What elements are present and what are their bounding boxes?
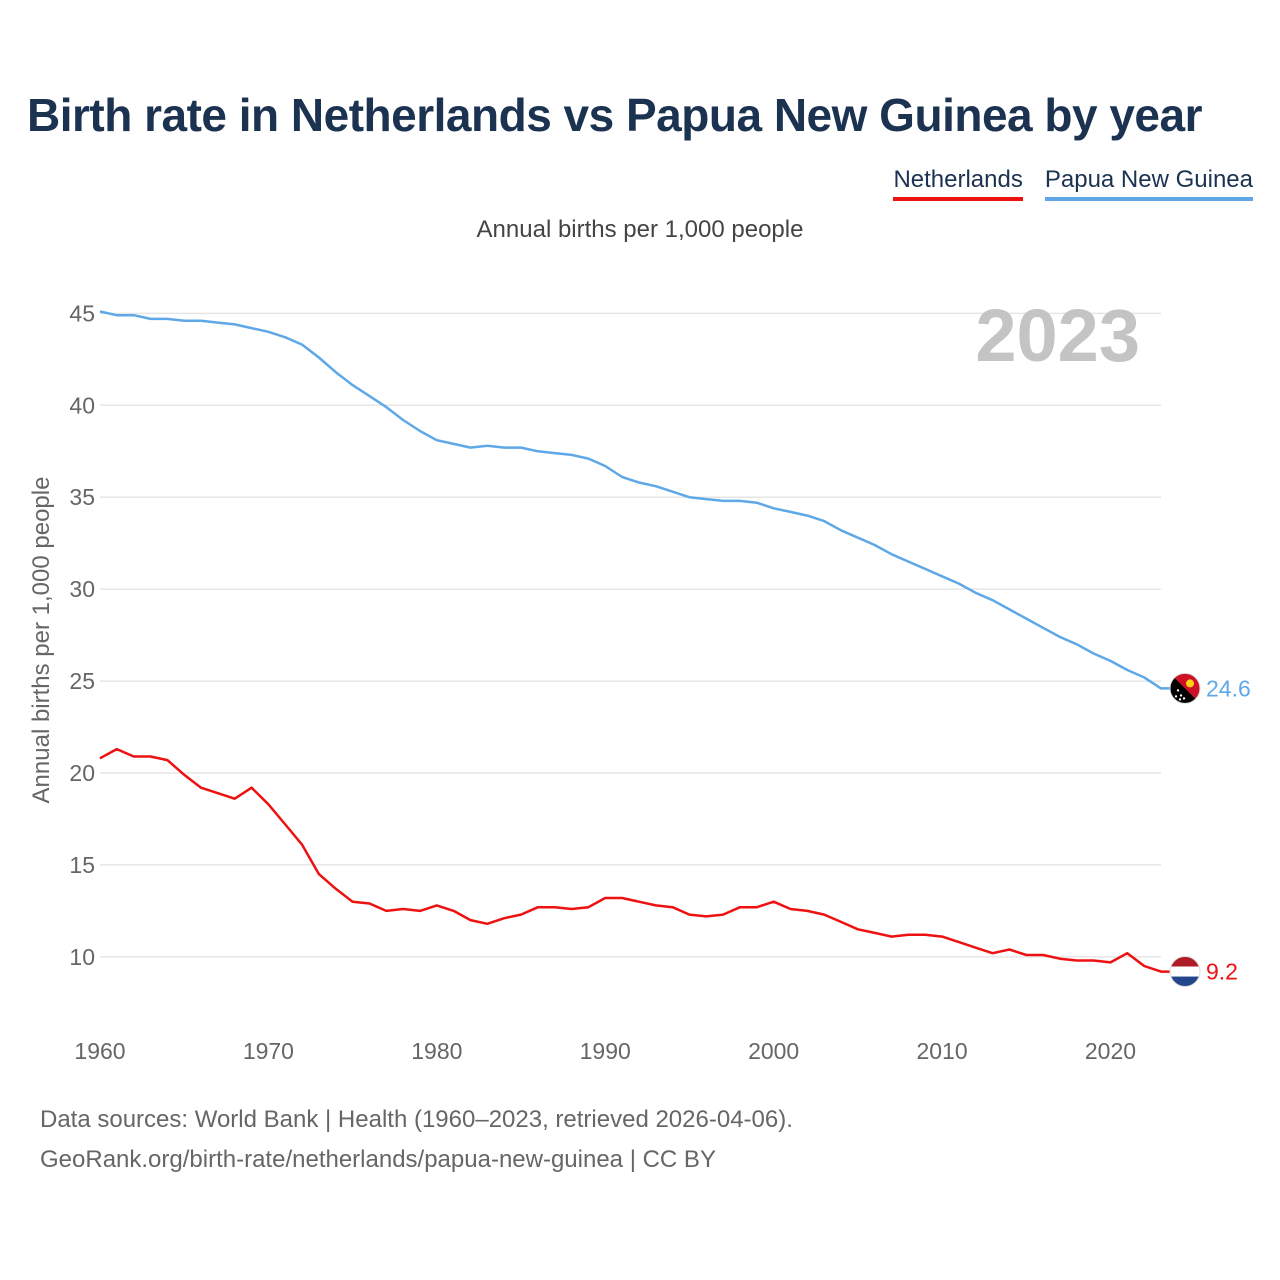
x-tick-label-2000: 2000 [748, 1038, 799, 1064]
end-label-papua-new-guinea: 24.6 [1206, 675, 1251, 701]
y-tick-labels: 10 15 20 25 30 35 40 45 [69, 300, 95, 969]
x-tick-label-2020: 2020 [1085, 1038, 1136, 1064]
grid-lines [100, 312, 1161, 958]
legend: Netherlands Papua New Guinea [893, 166, 1253, 201]
flag-icon-papua-new-guinea [1169, 672, 1201, 704]
chart-title: Birth rate in Netherlands vs Papua New G… [27, 89, 1203, 141]
footer-sources: Data sources: World Bank | Health (1960–… [40, 1106, 793, 1133]
y-tick-label-15: 15 [69, 852, 95, 878]
x-tick-label-2010: 2010 [916, 1038, 967, 1064]
y-tick-label-30: 30 [69, 576, 95, 602]
y-tick-label-35: 35 [69, 484, 95, 510]
series-line-netherlands[interactable] [99, 747, 1171, 973]
flag-icon-netherlands [1169, 956, 1201, 988]
x-tick-label-1960: 1960 [74, 1038, 125, 1064]
series-lines [99, 310, 1171, 973]
footer-url[interactable]: GeoRank.org/birth-rate/netherlands/papua… [40, 1146, 716, 1173]
chart-subtitle: Annual births per 1,000 people [476, 216, 804, 243]
x-tick-label-1980: 1980 [411, 1038, 462, 1064]
y-tick-label-45: 45 [69, 300, 95, 326]
legend-item-netherlands[interactable]: Netherlands [893, 166, 1023, 201]
year-badge: 2023 [975, 294, 1140, 377]
legend-item-papua-new-guinea[interactable]: Papua New Guinea [1044, 166, 1253, 201]
x-tick-label-1990: 1990 [580, 1038, 631, 1064]
y-tick-label-10: 10 [69, 944, 95, 970]
y-tick-label-40: 40 [69, 392, 95, 418]
x-tick-label-1970: 1970 [243, 1038, 294, 1064]
end-label-netherlands: 9.2 [1206, 959, 1238, 985]
x-tick-labels: 1960 1970 1980 1990 2000 2010 2020 [74, 1038, 1136, 1064]
y-tick-label-25: 25 [69, 668, 95, 694]
y-tick-label-20: 20 [69, 760, 95, 786]
series-end-markers: 9.2 24.6 [1169, 672, 1251, 988]
series-line-papua-new-guinea[interactable] [99, 310, 1171, 690]
